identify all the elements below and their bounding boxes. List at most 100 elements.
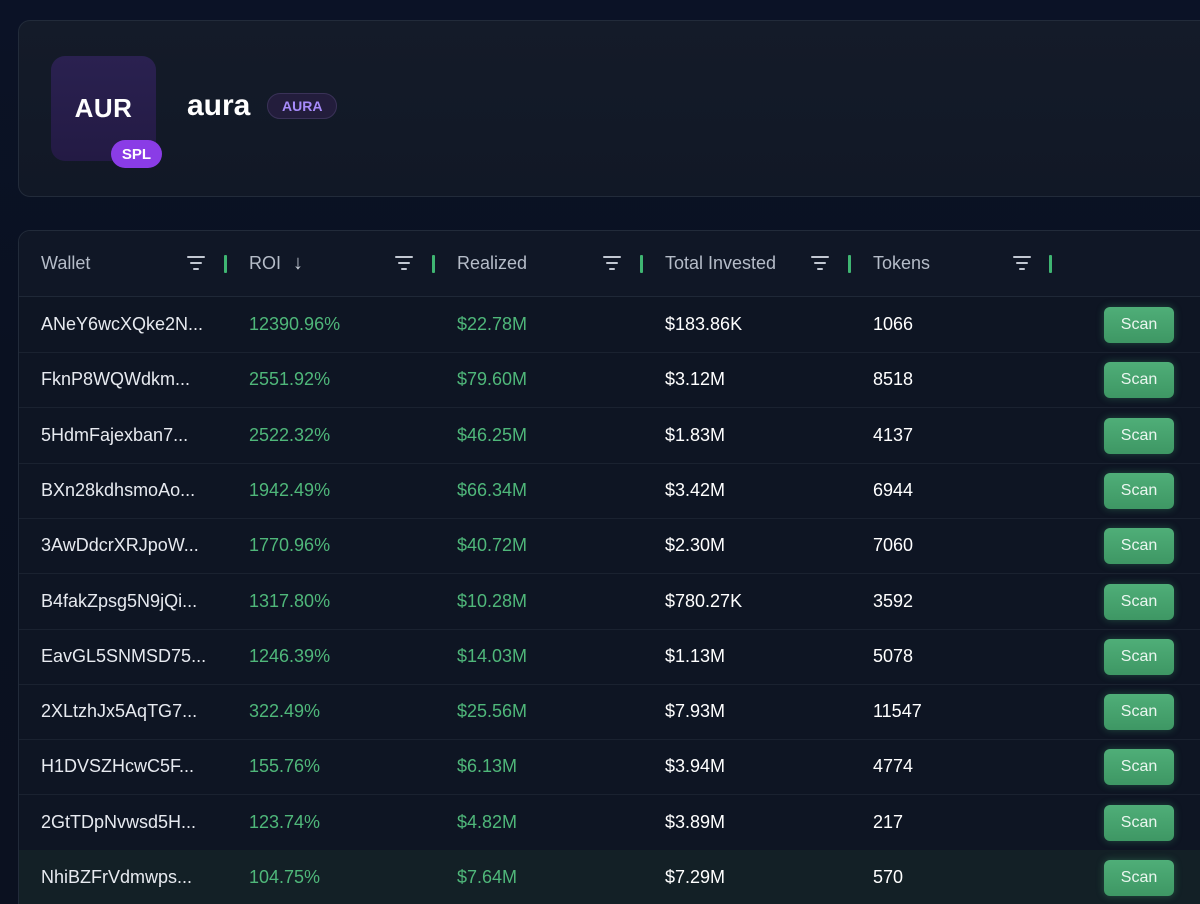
- total-invested-value: $2.30M: [665, 535, 726, 556]
- realized-value: $79.60M: [457, 369, 528, 390]
- scan-button[interactable]: Scan: [1104, 694, 1174, 731]
- realized-value: $4.82M: [457, 811, 518, 832]
- wallet-address[interactable]: ANeY6wcXQke2N...: [41, 314, 204, 334]
- wallet-address[interactable]: 2XLtzhJx5AqTG7...: [41, 701, 198, 722]
- scan-button[interactable]: Scan: [1104, 638, 1174, 675]
- token-logo-text: AUR: [74, 93, 133, 123]
- token-logo: AUR: [51, 56, 156, 161]
- roi-value: 2551.92%: [249, 369, 331, 390]
- column-resize-handle[interactable]: [848, 255, 851, 273]
- scan-button[interactable]: Scan: [1104, 417, 1174, 454]
- column-header-roi[interactable]: ROI ↓: [249, 231, 303, 296]
- table-row[interactable]: 2GtTDpNvwsd5H... 123.74% $4.82M $3.89M 217 Sc…: [19, 795, 1200, 851]
- roi-value: 104.75%: [249, 867, 321, 887]
- column-header-wallet[interactable]: Wallet: [41, 231, 90, 296]
- total-invested-value: $7.29M: [665, 867, 726, 887]
- wallet-address[interactable]: EavGL5SNMSD75...: [41, 645, 207, 666]
- roi-value: 1317.80%: [249, 590, 331, 611]
- scan-button[interactable]: Scan: [1104, 472, 1174, 509]
- scan-button[interactable]: Scan: [1104, 583, 1174, 620]
- roi-value: 123.74%: [249, 811, 321, 832]
- tokens-value: 6944: [873, 479, 914, 500]
- table-row[interactable]: FknP8WQWdkm... 2551.92% $79.60M $3.12M 8518 S…: [19, 352, 1200, 409]
- scan-button[interactable]: Scan: [1104, 804, 1174, 841]
- wallet-address[interactable]: 5HdmFajexban7...: [41, 424, 189, 445]
- column-header-realized[interactable]: Realized: [457, 231, 527, 296]
- realized-value: $46.25M: [457, 424, 528, 445]
- realized-value: $10.28M: [457, 590, 528, 611]
- table-row[interactable]: 3AwDdcrXRJpoW... 1770.96% $40.72M $2.30M 706…: [19, 518, 1200, 575]
- total-invested-value: $1.13M: [665, 645, 726, 666]
- tokens-value: 8518: [873, 369, 914, 390]
- scan-button[interactable]: Scan: [1104, 307, 1174, 343]
- wallet-address[interactable]: 2GtTDpNvwsd5H...: [41, 811, 197, 832]
- wallet-address[interactable]: 3AwDdcrXRJpoW...: [41, 535, 199, 556]
- chain-badge: SPL: [111, 140, 162, 168]
- table-row[interactable]: B4fakZpsg5N9jQi... 1317.80% $10.28M $780.27…: [19, 574, 1200, 630]
- wallet-address[interactable]: FknP8WQWdkm...: [41, 369, 191, 390]
- roi-value: 155.76%: [249, 756, 321, 777]
- table-row[interactable]: NhiBZFrVdmwps... 104.75% $7.64M $7.29M 570 Sc…: [19, 850, 1200, 904]
- table-row[interactable]: H1DVSZHcwC5F... 155.76% $6.13M $3.94M 4774 Sc…: [19, 739, 1200, 796]
- column-resize-handle[interactable]: [224, 255, 227, 273]
- tokens-value: 4774: [873, 756, 914, 777]
- column-label: ROI: [249, 253, 282, 273]
- total-invested-value: $1.83M: [665, 424, 726, 445]
- table-row[interactable]: 2XLtzhJx5AqTG7... 322.49% $25.56M $7.93M 115…: [19, 684, 1200, 741]
- roi-value: 1770.96%: [249, 535, 331, 556]
- column-resize-handle[interactable]: [432, 255, 435, 273]
- wallet-address[interactable]: B4fakZpsg5N9jQi...: [41, 590, 198, 611]
- roi-value: 1942.49%: [249, 479, 331, 500]
- column-label: Tokens: [873, 253, 931, 273]
- column-resize-handle[interactable]: [1049, 255, 1052, 273]
- filter-icon[interactable]: [811, 256, 829, 270]
- column-header-tokens[interactable]: Tokens: [873, 231, 930, 296]
- tokens-value: 217: [873, 811, 904, 832]
- total-invested-value: $780.27K: [665, 590, 743, 611]
- token-symbol-badge: AURA: [267, 93, 338, 119]
- filter-icon[interactable]: [187, 256, 205, 270]
- realized-value: $22.78M: [457, 314, 528, 334]
- tokens-value: 570: [873, 867, 904, 887]
- wallet-address[interactable]: BXn28kdhsmoAo...: [41, 479, 196, 500]
- total-invested-value: $3.42M: [665, 479, 726, 500]
- realized-value: $66.34M: [457, 479, 528, 500]
- tokens-value: 7060: [873, 535, 914, 556]
- realized-value: $6.13M: [457, 756, 518, 777]
- tokens-value: 3592: [873, 590, 914, 611]
- realized-value: $14.03M: [457, 645, 528, 666]
- roi-value: 2522.32%: [249, 424, 331, 445]
- column-label: Realized: [457, 253, 528, 273]
- scan-button[interactable]: Scan: [1104, 749, 1174, 786]
- tokens-value: 1066: [873, 314, 914, 334]
- scan-button[interactable]: Scan: [1104, 860, 1174, 896]
- filter-icon[interactable]: [395, 256, 413, 270]
- table-row[interactable]: BXn28kdhsmoAo... 1942.49% $66.34M $3.42M 694…: [19, 463, 1200, 519]
- table-row[interactable]: EavGL5SNMSD75... 1246.39% $14.03M $1.13M 507…: [19, 629, 1200, 685]
- realized-value: $40.72M: [457, 535, 528, 556]
- scan-button[interactable]: Scan: [1104, 362, 1174, 399]
- arrow-down-icon: ↓: [293, 252, 304, 274]
- column-label: Wallet: [41, 253, 91, 273]
- total-invested-value: $7.93M: [665, 701, 726, 722]
- token-header-card: AUR SPL aura AURA: [18, 20, 1200, 197]
- token-name: aura: [187, 89, 251, 122]
- wallet-address[interactable]: NhiBZFrVdmwps...: [41, 867, 193, 887]
- filter-icon[interactable]: [603, 256, 621, 270]
- roi-value: 12390.96%: [249, 314, 341, 334]
- tokens-value: 4137: [873, 424, 914, 445]
- table-row[interactable]: ANeY6wcXQke2N... 12390.96% $22.78M $183.86K…: [19, 297, 1200, 353]
- wallet-address[interactable]: H1DVSZHcwC5F...: [41, 756, 195, 777]
- column-header-total-invested[interactable]: Total Invested: [665, 231, 776, 296]
- column-resize-handle[interactable]: [640, 255, 643, 273]
- table-header: Wallet ROI ↓ Realized Total Invested Tok…: [19, 231, 1200, 297]
- scan-button[interactable]: Scan: [1104, 528, 1174, 565]
- roi-value: 322.49%: [249, 701, 321, 722]
- realized-value: $25.56M: [457, 701, 528, 722]
- filter-icon[interactable]: [1013, 256, 1031, 270]
- tokens-value: 5078: [873, 645, 914, 666]
- total-invested-value: $3.89M: [665, 811, 726, 832]
- table-row[interactable]: 5HdmFajexban7... 2522.32% $46.25M $1.83M 413…: [19, 408, 1200, 464]
- total-invested-value: $183.86K: [665, 314, 743, 334]
- tokens-value: 11547: [873, 701, 922, 722]
